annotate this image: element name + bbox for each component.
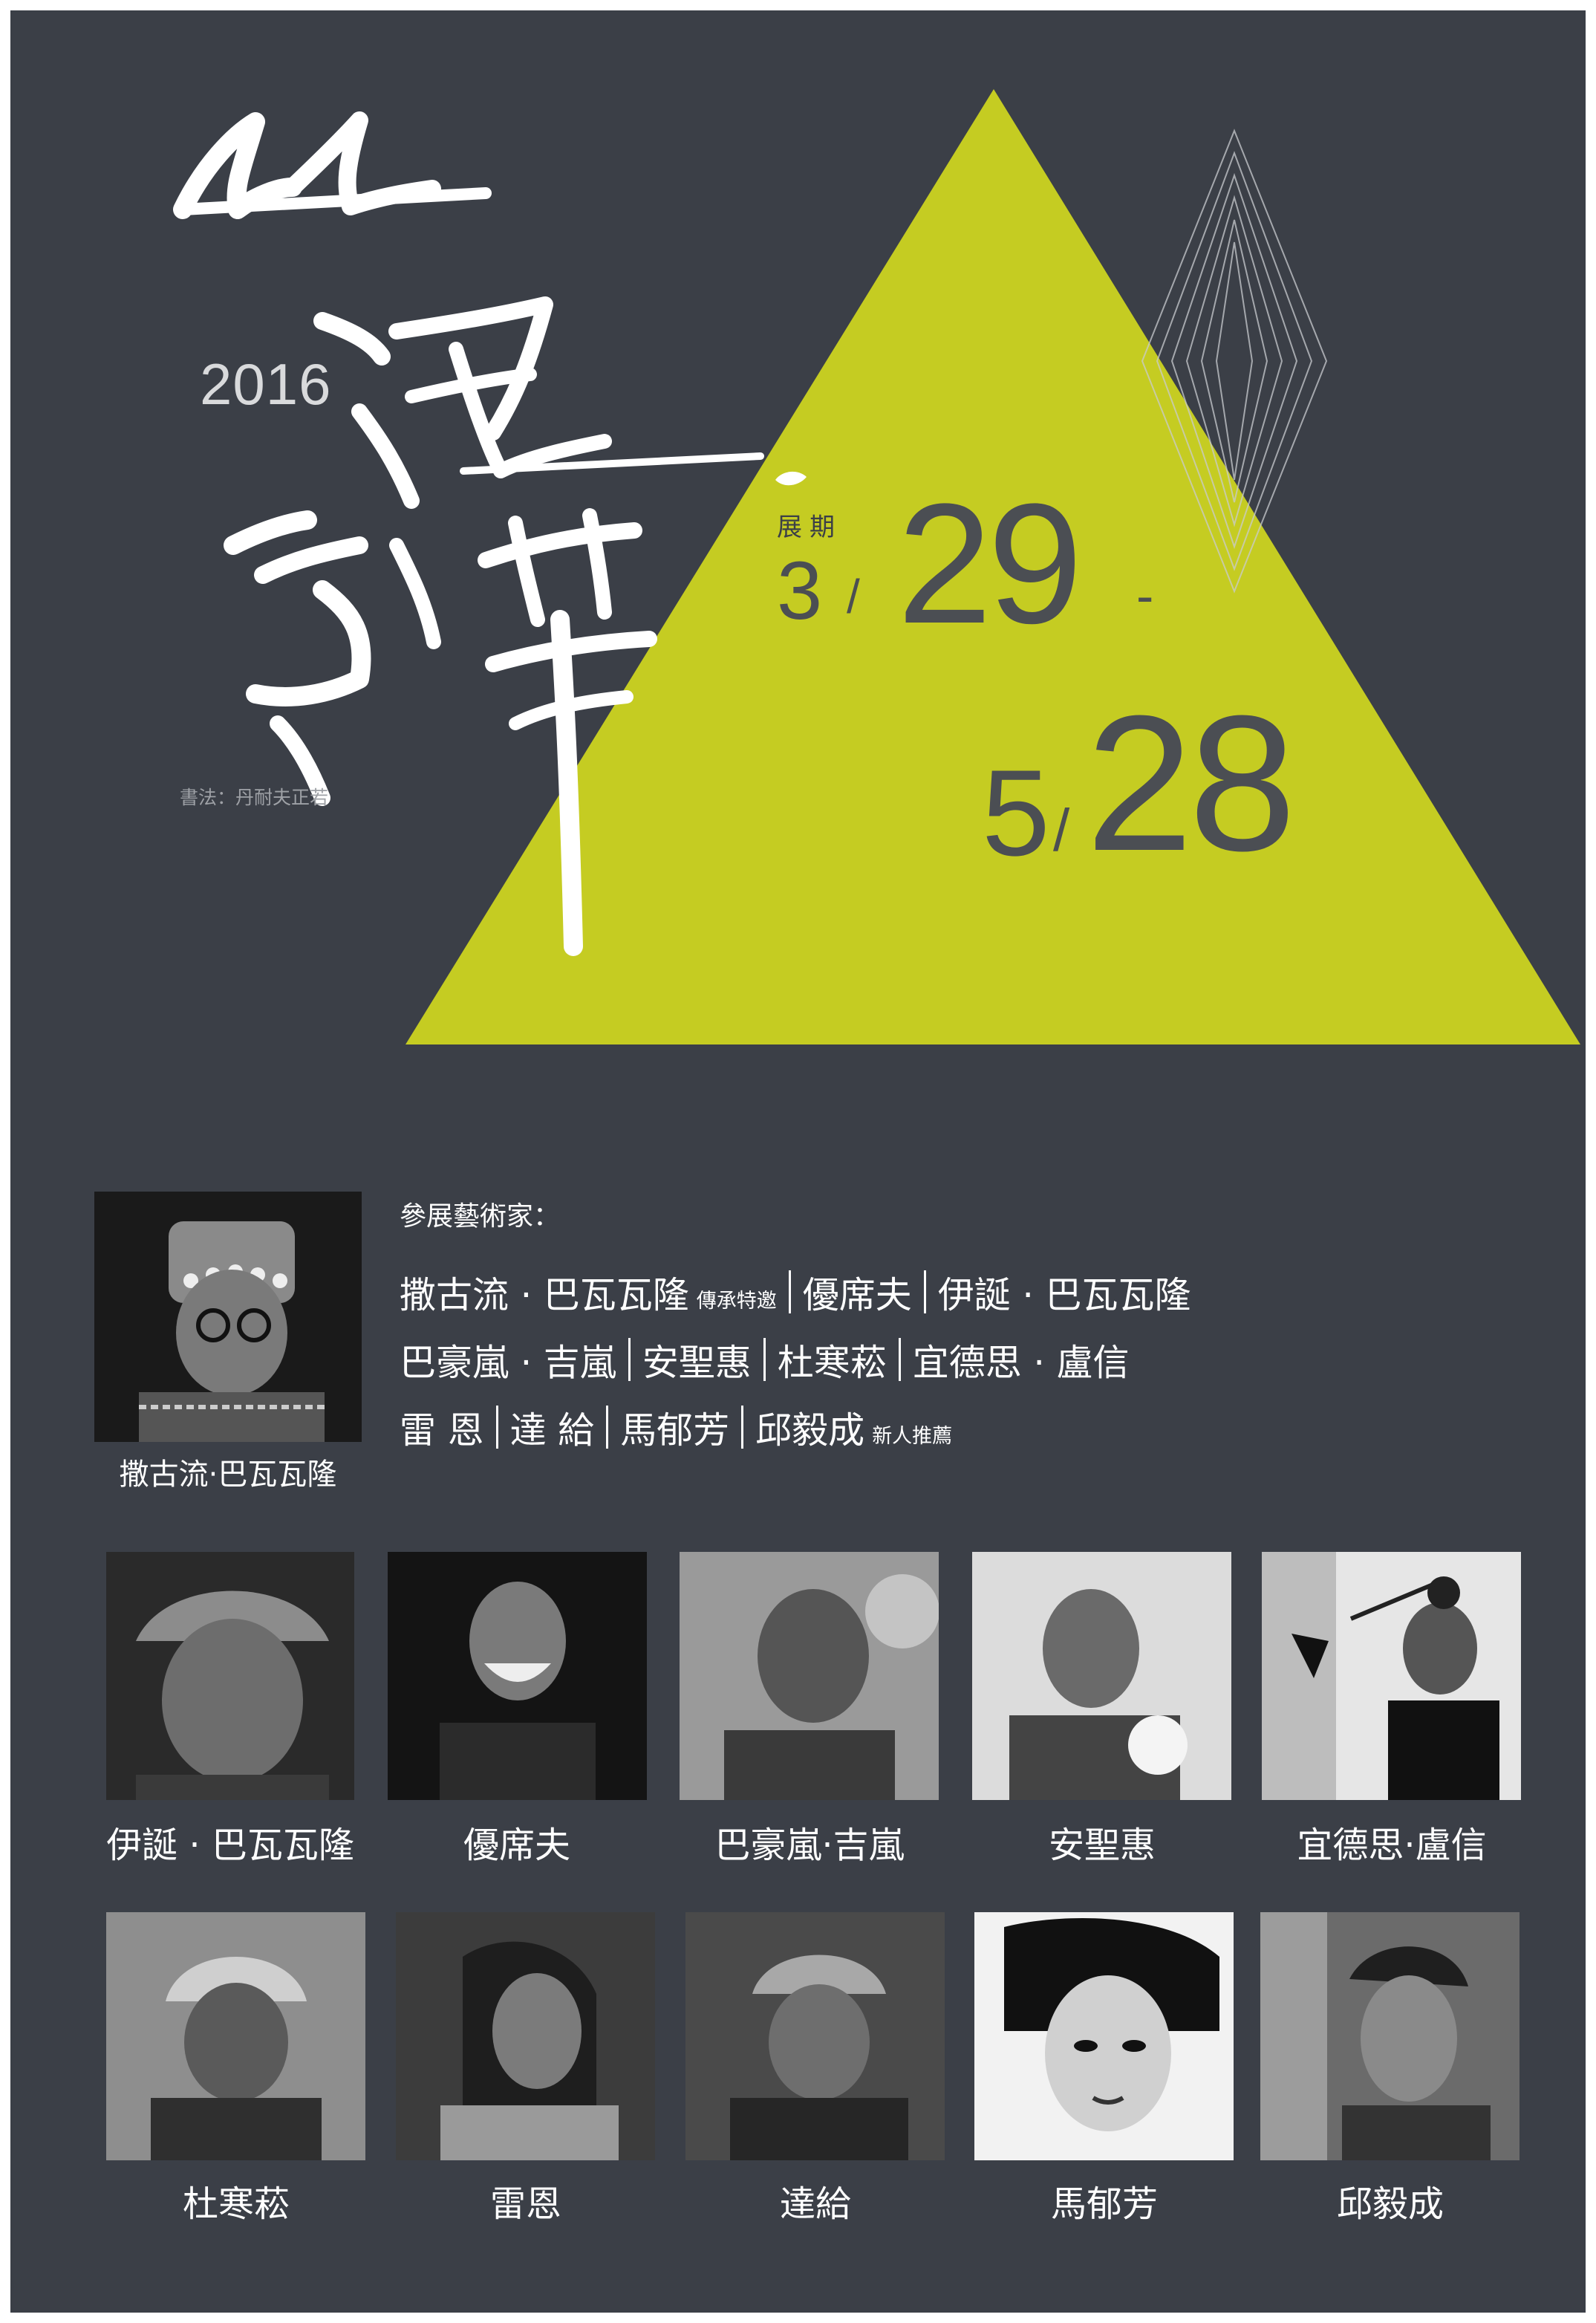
artist-photo-10: [1260, 1912, 1520, 2160]
participant-name: 達 給: [509, 1409, 595, 1452]
featured-artist-caption: 撒古流·巴瓦瓦隆: [119, 1458, 337, 1492]
participant-name: 邱毅成: [755, 1409, 865, 1452]
separator: [628, 1338, 631, 1381]
separator: [923, 1270, 926, 1313]
participant-name: 雷 恩: [400, 1409, 484, 1452]
artist-photo-2: [388, 1552, 647, 1800]
exhibition-period-label: 展期: [777, 513, 842, 542]
artist-caption-9: 馬郁芳: [1050, 2183, 1158, 2225]
new-artist-tag: 新人推薦: [872, 1425, 953, 1448]
end-slash: /: [1053, 797, 1070, 863]
separator: [763, 1338, 766, 1381]
participant-name: 宜德思 · 盧信: [912, 1342, 1130, 1384]
artist-caption-8: 達給: [779, 2183, 851, 2225]
participant-name: 杜寒菘: [777, 1342, 887, 1384]
separator: [898, 1338, 901, 1381]
accent-triangle: [405, 89, 1580, 1044]
start-slash: /: [847, 570, 860, 623]
artist-photo-5: [1262, 1552, 1521, 1800]
artist-photo-4: [972, 1552, 1231, 1800]
artist-caption-5: 宜德思·盧信: [1297, 1825, 1487, 1866]
participant-name: 伊誕 · 巴瓦瓦隆: [937, 1274, 1191, 1316]
participant-name: 撒古流 · 巴瓦瓦隆: [400, 1274, 689, 1316]
calligraphy-credit: 書法：丹耐夫正若: [180, 787, 329, 808]
artist-photo-9: [974, 1912, 1234, 2160]
participant-name: 馬郁芳: [620, 1409, 730, 1452]
start-day: 29: [897, 468, 1083, 659]
artist-caption-3: 巴豪嵐·吉嵐: [714, 1825, 905, 1866]
year-text: 2016: [200, 351, 332, 417]
participant-name: 巴豪嵐 · 吉嵐: [400, 1342, 616, 1384]
artist-photo-7: [396, 1912, 655, 2160]
separator: [788, 1270, 791, 1313]
participants-line-2: 巴豪嵐 · 吉嵐 安聖惠 杜寒菘 宜德思 · 盧信: [400, 1333, 1130, 1385]
artist-caption-1: 伊誕 · 巴瓦瓦隆: [106, 1825, 354, 1866]
diamond-pattern: [1141, 129, 1328, 594]
separator: [606, 1406, 609, 1449]
participants-line-3: 雷 恩 達 給 馬郁芳 邱毅成 新人推薦: [400, 1401, 952, 1453]
poster: 2016 書法：丹耐夫正若 展期 3 / 29 - 5 / 28 撒古流·巴瓦瓦…: [10, 10, 1586, 2313]
start-month: 3: [777, 545, 823, 637]
special-invite-tag: 傳承特邀: [696, 1290, 777, 1313]
separator: [495, 1406, 498, 1449]
date-dash: -: [1136, 567, 1154, 625]
artist-photo-3: [680, 1552, 939, 1800]
artist-photo-6: [106, 1912, 365, 2160]
participants-line-1: 撒古流 · 巴瓦瓦隆 傳承特邀 優席夫 伊誕 · 巴瓦瓦隆: [400, 1266, 1191, 1318]
end-day: 28: [1086, 676, 1296, 891]
separator: [741, 1406, 744, 1449]
featured-artist-photo: [94, 1192, 362, 1442]
participants-title: 參展藝術家：: [400, 1201, 561, 1232]
artist-caption-7: 雷恩: [489, 2183, 561, 2225]
artist-caption-2: 優席夫: [463, 1825, 570, 1866]
artist-photo-1: [106, 1552, 354, 1800]
artist-caption-6: 杜寒菘: [182, 2183, 290, 2225]
end-month: 5: [982, 744, 1050, 881]
participant-name: 安聖惠: [642, 1342, 752, 1384]
artist-caption-4: 安聖惠: [1048, 1825, 1156, 1866]
artist-photo-8: [685, 1912, 945, 2160]
participant-name: 優席夫: [802, 1274, 912, 1316]
calligraphy-artwork: [173, 111, 807, 956]
artist-caption-10: 邱毅成: [1336, 2183, 1444, 2225]
